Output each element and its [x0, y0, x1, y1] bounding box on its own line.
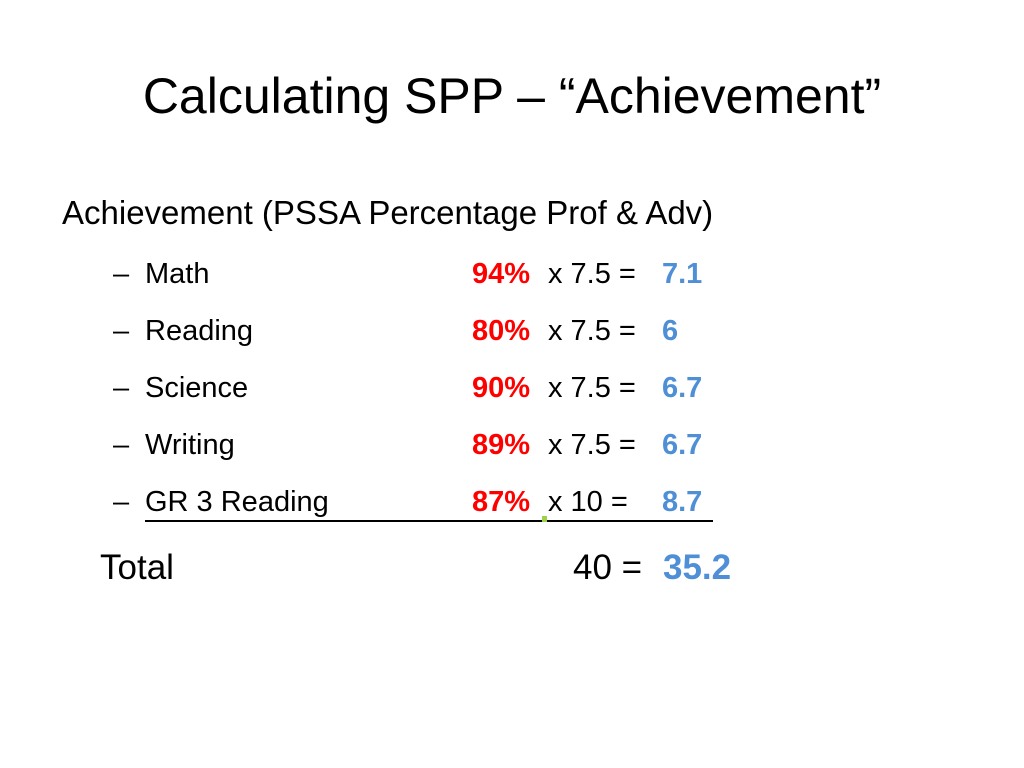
bullet-dash: –: [113, 486, 130, 518]
percentage-value: 87%: [472, 486, 531, 518]
green-marker: [542, 516, 547, 522]
bullet-dash: –: [113, 372, 130, 404]
result-value: 6.7: [662, 372, 703, 404]
subject-label: Science: [145, 372, 249, 404]
score-row-math: – Math 94% x 7.5 = 7.1: [0, 252, 1024, 296]
multiplier-text: x 7.5 =: [548, 315, 636, 347]
bullet-dash: –: [113, 429, 130, 461]
percentage-value: 89%: [472, 429, 531, 461]
result-value: 6.7: [662, 429, 703, 461]
slide-title: Calculating SPP – “Achievement”: [142, 68, 882, 124]
subject-label: Math: [145, 258, 210, 290]
underline-rule: [145, 520, 713, 522]
percentage-value: 90%: [472, 372, 531, 404]
total-equation: 40 =: [573, 548, 643, 587]
score-row-gr3-reading: – GR 3 Reading 87% x 10 = 8.7: [0, 480, 1024, 524]
subject-label: GR 3 Reading: [145, 486, 329, 518]
percentage-value: 94%: [472, 258, 531, 290]
percentage-value: 80%: [472, 315, 531, 347]
multiplier-text: x 10 =: [548, 486, 628, 518]
bullet-dash: –: [113, 258, 130, 290]
multiplier-text: x 7.5 =: [548, 372, 636, 404]
total-result: 35.2: [663, 548, 732, 587]
section-heading: Achievement (PSSA Percentage Prof & Adv): [62, 194, 714, 231]
score-row-writing: – Writing 89% x 7.5 = 6.7: [0, 423, 1024, 467]
score-row-reading: – Reading 80% x 7.5 = 6: [0, 309, 1024, 353]
total-label: Total: [100, 548, 174, 587]
multiplier-text: x 7.5 =: [548, 429, 636, 461]
result-value: 6: [662, 315, 679, 347]
subject-label: Reading: [145, 315, 254, 347]
result-value: 8.7: [662, 486, 703, 518]
score-row-science: – Science 90% x 7.5 = 6.7: [0, 366, 1024, 410]
multiplier-text: x 7.5 =: [548, 258, 636, 290]
result-value: 7.1: [662, 258, 703, 290]
subject-label: Writing: [145, 429, 235, 461]
bullet-dash: –: [113, 315, 130, 347]
